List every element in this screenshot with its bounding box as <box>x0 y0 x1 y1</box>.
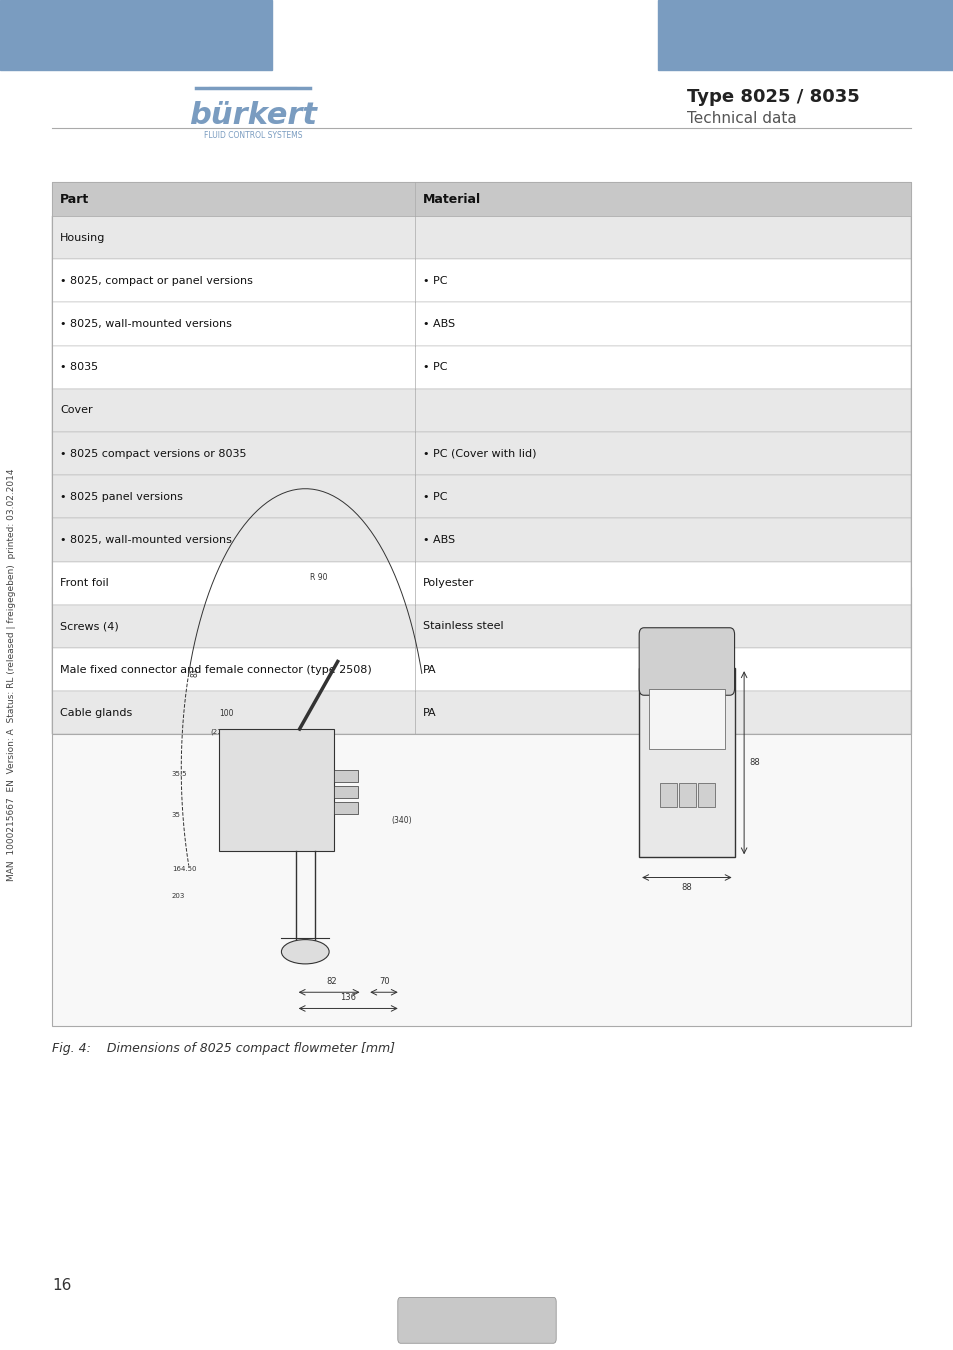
Bar <box>52 587 910 1026</box>
Bar <box>659 783 677 807</box>
Bar <box>52 346 910 389</box>
Text: • 8025 panel versions: • 8025 panel versions <box>60 491 183 502</box>
Text: • ABS: • ABS <box>422 535 455 545</box>
Text: 88: 88 <box>680 883 692 891</box>
Text: 136: 136 <box>340 994 355 1002</box>
Text: 100: 100 <box>219 709 233 717</box>
Text: Type 8025 / 8035: Type 8025 / 8035 <box>686 88 859 105</box>
Bar <box>52 302 910 346</box>
Text: Polyester: Polyester <box>422 578 474 589</box>
Text: bürkert: bürkert <box>189 101 316 130</box>
Text: • PC (Cover with lid): • PC (Cover with lid) <box>422 448 536 459</box>
Text: Cover: Cover <box>60 405 92 416</box>
Bar <box>52 691 910 734</box>
Text: • 8025, wall-mounted versions: • 8025, wall-mounted versions <box>60 319 232 329</box>
Text: Front foil: Front foil <box>60 578 109 589</box>
Text: PA: PA <box>422 707 436 718</box>
Bar <box>52 389 910 432</box>
Text: 164.50: 164.50 <box>172 865 196 872</box>
Bar <box>219 729 334 850</box>
Text: • 8025, compact or panel versions: • 8025, compact or panel versions <box>60 275 253 286</box>
Text: 81: 81 <box>191 667 199 676</box>
Bar <box>679 783 696 807</box>
Text: FLOW: FLOW <box>686 701 705 707</box>
Bar <box>648 688 724 749</box>
Text: • 8025, wall-mounted versions: • 8025, wall-mounted versions <box>60 535 232 545</box>
Text: 82: 82 <box>326 977 337 986</box>
Bar <box>334 769 357 782</box>
Bar <box>334 786 357 798</box>
Bar <box>52 182 910 734</box>
Text: Material: Material <box>422 193 480 205</box>
Text: 35: 35 <box>172 811 180 818</box>
Bar <box>52 562 910 605</box>
Text: (340): (340) <box>391 817 412 825</box>
Text: Housing: Housing <box>60 232 106 243</box>
Text: • PC: • PC <box>422 362 447 373</box>
Bar <box>52 518 910 562</box>
Text: Stainless steel: Stainless steel <box>422 621 503 632</box>
Text: 203: 203 <box>172 892 185 899</box>
Text: Cable glands: Cable glands <box>60 707 132 718</box>
Text: • 8035: • 8035 <box>60 362 98 373</box>
Text: 16: 16 <box>52 1278 71 1293</box>
Text: 35.5: 35.5 <box>172 771 187 778</box>
Bar <box>698 783 715 807</box>
Bar <box>658 0 953 70</box>
Text: (21.4: (21.4 <box>210 728 228 734</box>
Bar <box>334 802 357 814</box>
Text: • ABS: • ABS <box>422 319 455 329</box>
Text: FLUID CONTROL SYSTEMS: FLUID CONTROL SYSTEMS <box>203 131 302 140</box>
Text: MAN  1000215667  EN  Version: A  Status: RL (released | freigegeben)  printed: 0: MAN 1000215667 EN Version: A Status: RL … <box>7 468 16 882</box>
Text: Technical data: Technical data <box>686 111 796 126</box>
Bar <box>639 668 734 857</box>
Bar <box>52 605 910 648</box>
Text: • PC: • PC <box>422 491 447 502</box>
Bar <box>52 432 910 475</box>
Text: PA: PA <box>422 664 436 675</box>
Text: 70: 70 <box>378 977 390 986</box>
Bar <box>52 648 910 691</box>
Bar <box>52 475 910 518</box>
FancyBboxPatch shape <box>397 1297 556 1343</box>
Text: 88: 88 <box>748 759 759 767</box>
Text: English: English <box>451 1312 502 1326</box>
Bar <box>0 0 272 70</box>
Text: Screws (4): Screws (4) <box>60 621 119 632</box>
Text: • 8025 compact versions or 8035: • 8025 compact versions or 8035 <box>60 448 246 459</box>
Text: Part: Part <box>60 193 90 205</box>
Bar <box>52 182 910 216</box>
Text: R 90: R 90 <box>310 574 327 582</box>
Bar <box>52 259 910 302</box>
Text: • PC: • PC <box>422 275 447 286</box>
Text: Male fixed connector and female connector (type 2508): Male fixed connector and female connecto… <box>60 664 372 675</box>
Text: Fig. 4:    Dimensions of 8025 compact flowmeter [mm]: Fig. 4: Dimensions of 8025 compact flowm… <box>52 1042 395 1056</box>
Ellipse shape <box>281 940 329 964</box>
Bar <box>52 216 910 259</box>
FancyBboxPatch shape <box>639 628 734 695</box>
